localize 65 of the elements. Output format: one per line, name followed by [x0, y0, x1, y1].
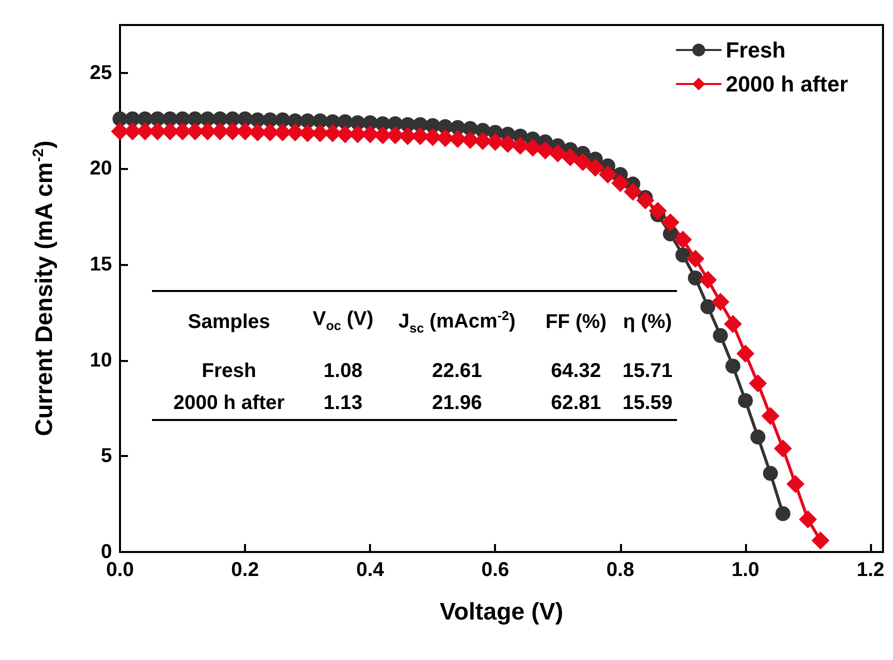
point [536, 142, 554, 160]
point [586, 158, 604, 177]
x-tick-label: 0.6 [481, 559, 510, 581]
point [700, 299, 716, 314]
annotation: η (%) [622, 310, 673, 336]
point [811, 532, 830, 550]
point [661, 213, 680, 232]
annotation: Samples [186, 310, 272, 336]
annotation: FF (%) [544, 310, 608, 336]
annotation: 15.71 [621, 358, 674, 384]
point [775, 506, 790, 522]
annotation: V$_{oc}$ (V) [312, 306, 374, 335]
annotation: 64.32 [550, 358, 602, 384]
point [750, 430, 766, 445]
y-tick-label: 15 [90, 254, 112, 276]
x-axis-title: Voltage (V) [440, 598, 564, 626]
y-tick-label: 5 [100, 445, 112, 468]
annotation: Fresh [200, 358, 258, 384]
y-axis-title: Current Density (mA cm-2) [30, 140, 58, 436]
annotation: 62.81 [550, 390, 602, 416]
point [674, 230, 692, 249]
point [598, 165, 617, 184]
point [675, 247, 690, 262]
point [574, 153, 592, 172]
annotation: J$_{sc}$ (mAcm$^{-2}$) [397, 307, 517, 338]
point [686, 250, 704, 268]
annotation: 15.59 [621, 390, 674, 416]
point [524, 138, 542, 157]
legend-label: 2000 h after [726, 72, 848, 96]
y-tick-label: 20 [90, 158, 112, 180]
point [748, 374, 767, 392]
point [511, 136, 530, 155]
x-tick-label: 0.2 [231, 559, 259, 581]
point [738, 393, 753, 408]
point [648, 202, 667, 220]
x-tick-label: 0.8 [606, 559, 634, 581]
x-tick-label: 0.4 [356, 559, 385, 581]
point [711, 292, 730, 311]
point [724, 314, 742, 333]
annotation: 22.61 [430, 358, 484, 384]
annotation: 2000 h after [172, 390, 286, 416]
point [636, 191, 654, 210]
point [698, 270, 717, 289]
point [786, 474, 804, 493]
point [611, 174, 630, 192]
point [736, 344, 754, 363]
y-tick-label: 10 [90, 349, 112, 372]
point [548, 144, 567, 162]
point [774, 440, 792, 458]
annotation: 1.08 [322, 358, 364, 384]
point [561, 148, 580, 166]
point [498, 134, 517, 153]
point [712, 328, 728, 343]
point [798, 510, 817, 528]
point [688, 270, 703, 286]
point [761, 406, 780, 425]
point [624, 182, 642, 201]
annotation: 1.13 [322, 390, 364, 416]
point [725, 358, 740, 374]
point [762, 466, 778, 481]
legend-label: Fresh [726, 38, 786, 62]
y-tick-label: 25 [90, 62, 112, 84]
annotation: 21.96 [430, 390, 484, 416]
x-tick-label: 1.0 [732, 559, 760, 581]
x-tick-label: 1.2 [856, 559, 884, 581]
